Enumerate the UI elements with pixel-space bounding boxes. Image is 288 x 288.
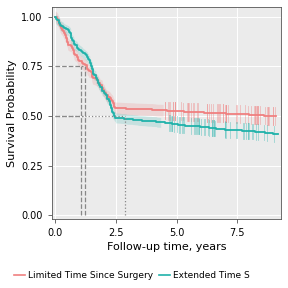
X-axis label: Follow-up time, years: Follow-up time, years	[107, 242, 226, 252]
Y-axis label: Survival Probability: Survival Probability	[7, 59, 17, 167]
Legend: Limited Time Since Surgery, Extended Time S: Limited Time Since Surgery, Extended Tim…	[10, 267, 254, 283]
